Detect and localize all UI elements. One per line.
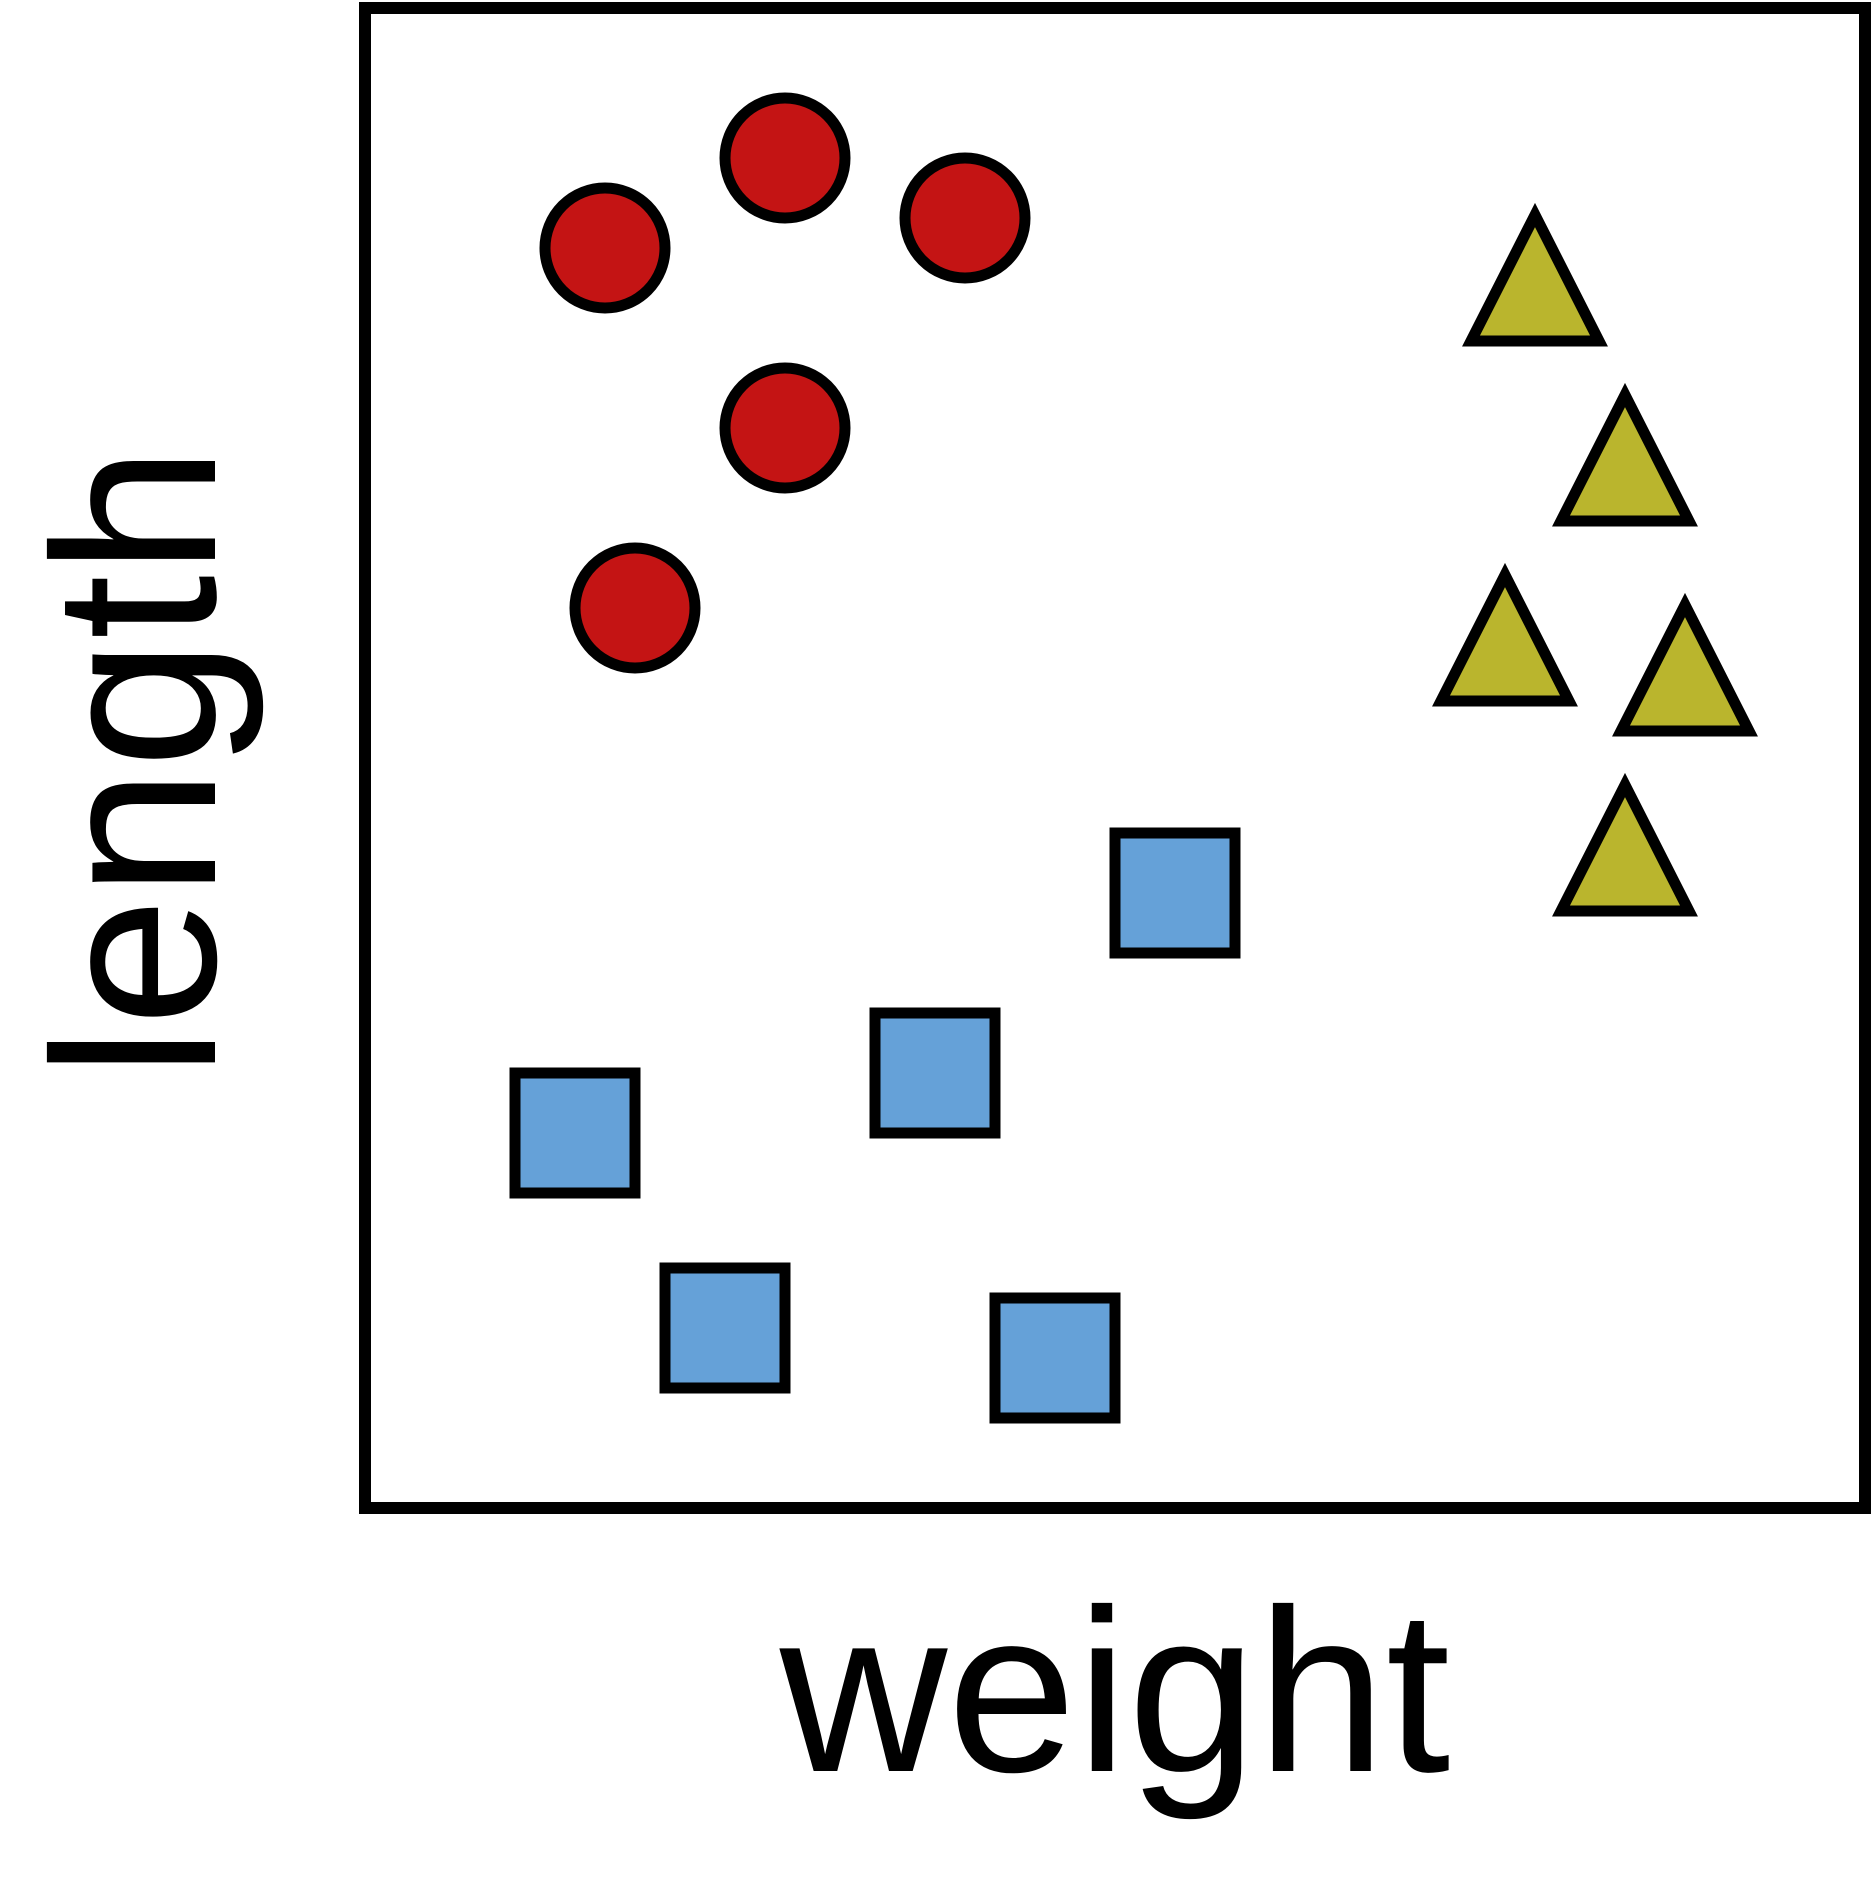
triangle-point-1: [1462, 202, 1608, 347]
circle-point-3: [899, 152, 1031, 284]
circle-point-2: [719, 92, 851, 224]
data-points: [509, 92, 1758, 1424]
triangle-point-5: [1552, 772, 1698, 917]
x-axis-label: weight: [779, 1562, 1451, 1821]
triangle-point-4: [1612, 592, 1758, 737]
square-point-4: [659, 1262, 791, 1394]
square-point-2: [869, 1007, 1001, 1139]
square-point-3: [509, 1067, 641, 1199]
circle-point-5: [569, 542, 701, 674]
square-point-1: [1109, 827, 1241, 959]
triangle-point-3: [1432, 562, 1578, 707]
triangle-point-2: [1552, 382, 1698, 527]
circle-point-4: [719, 362, 851, 494]
circle-point-1: [539, 182, 671, 314]
square-point-5: [989, 1292, 1121, 1424]
y-axis-label: length: [6, 446, 265, 1078]
